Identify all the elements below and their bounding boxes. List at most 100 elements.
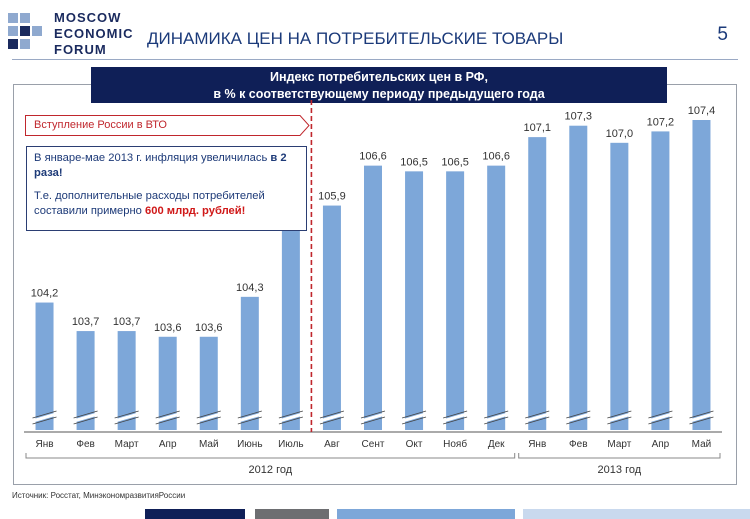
group-bracket-1	[518, 453, 721, 459]
value-label-12: 107,1	[523, 122, 551, 134]
axis-break-line-b-10	[443, 416, 468, 425]
category-label-14: Март	[607, 439, 631, 450]
axis-break-line-a-16	[689, 410, 714, 419]
axis-break-gap-14	[606, 412, 632, 423]
axis-break-line-b-12	[525, 416, 550, 425]
axis-break-line-a-2	[114, 410, 139, 419]
axis-break-line-a-0	[32, 410, 57, 419]
axis-break-gap-9	[401, 412, 427, 423]
axis-break-gap-15	[647, 412, 673, 423]
value-label-15: 107,2	[647, 116, 675, 128]
bar-14	[610, 142, 629, 430]
chart-title: Индекс потребительских цен в РФ, в % к с…	[91, 67, 667, 103]
group-bracket-0	[25, 453, 516, 459]
bar-7	[322, 205, 341, 430]
value-label-10: 106,5	[441, 156, 469, 168]
wto-marker-label: Вступление России в ВТО	[25, 115, 310, 136]
logo-line-1: MOSCOW	[54, 10, 122, 25]
header-divider	[12, 59, 738, 60]
category-label-4: Май	[199, 439, 219, 450]
info-line-1: В январе-мае 2013 г. инфляция увеличилас…	[34, 151, 299, 181]
source-note: Источник: Росстат, МинэкономразвитияРосс…	[12, 491, 186, 500]
chart-title-line-2: в % к соответствующему периоду предыдуще…	[213, 87, 545, 101]
axis-break-gap-5	[237, 412, 263, 423]
axis-break-gap-11	[483, 412, 509, 423]
logo: MOSCOW ECONOMIC FORUM	[8, 10, 148, 62]
axis-break-line-a-12	[525, 410, 550, 419]
category-label-11: Дек	[488, 439, 505, 450]
axis-break-gap-7	[319, 412, 345, 423]
axis-break-line-b-5	[237, 416, 262, 425]
axis-break-line-a-9	[401, 410, 427, 419]
info-line-2: Т.е. дополнительные расходы потребителей…	[34, 189, 299, 219]
axis-break-gap-0	[32, 412, 57, 423]
footer-bar-4	[523, 509, 750, 519]
bar-16	[692, 120, 711, 430]
axis-break-line-b-9	[401, 416, 427, 425]
bar-0	[35, 302, 54, 430]
bar-11	[487, 165, 506, 431]
axis-break-line-a-5	[237, 410, 262, 419]
wto-marker-text: Вступление России в ВТО	[34, 119, 167, 131]
axis-break-gap-4	[196, 412, 222, 423]
axis-break-line-a-3	[155, 410, 180, 419]
bar-9	[405, 171, 424, 430]
bar-8	[364, 165, 382, 431]
value-label-1: 103,7	[72, 316, 100, 328]
category-label-6: Июль	[278, 439, 304, 450]
axis-break-gap-1	[73, 412, 99, 423]
category-label-7: Авг	[324, 439, 340, 450]
category-label-15: Апр	[652, 439, 670, 450]
axis-break-line-a-15	[648, 410, 673, 419]
axis-break-gap-8	[360, 412, 386, 423]
axis-break-gap-6	[278, 412, 304, 423]
category-label-9: Окт	[406, 439, 423, 450]
axis-break-gap-13	[565, 412, 591, 423]
value-label-0: 104,2	[31, 288, 59, 300]
info-text-1: В январе-мае 2013 г. инфляция увеличилас…	[34, 152, 271, 164]
bar-2	[117, 331, 136, 430]
value-label-5: 104,3	[236, 282, 264, 294]
category-label-10: Нояб	[443, 438, 467, 450]
axis-break-line-b-8	[360, 416, 386, 425]
value-label-16: 107,4	[688, 105, 716, 117]
bar-6	[281, 222, 300, 430]
value-label-7: 105,9	[318, 191, 346, 203]
group-label-0: 2012 год	[249, 464, 293, 476]
axis-break-line-a-6	[278, 410, 303, 419]
value-label-2: 103,7	[113, 316, 141, 328]
axis-break-line-b-6	[278, 416, 303, 425]
page-title: ДИНАМИКА ЦЕН НА ПОТРЕБИТЕЛЬСКИЕ ТОВАРЫ	[147, 29, 564, 48]
category-label-0: Янв	[35, 439, 53, 450]
bar-4	[199, 336, 218, 430]
axis-break-line-a-7	[319, 410, 345, 419]
axis-break-line-a-13	[566, 410, 591, 419]
category-label-5: Июнь	[237, 439, 262, 450]
axis-break-line-a-14	[607, 410, 632, 419]
axis-break-line-b-0	[32, 416, 57, 425]
logo-line-2: ECONOMIC	[54, 26, 134, 41]
axis-break-line-b-11	[484, 416, 509, 425]
axis-break-line-a-10	[443, 410, 468, 419]
footer-bar-2	[255, 509, 329, 519]
category-label-8: Сент	[362, 439, 385, 450]
bar-15	[651, 131, 670, 430]
category-label-16: Май	[692, 439, 712, 450]
group-label-1: 2013 год	[598, 464, 642, 476]
axis-break-line-b-1	[73, 416, 98, 425]
chart-title-line-1: Индекс потребительских цен в РФ,	[270, 70, 488, 84]
category-label-3: Апр	[159, 439, 177, 450]
value-label-11: 106,6	[482, 151, 510, 163]
info-text-2: Т.е. дополнительные расходы потребителей…	[34, 190, 265, 217]
axis-break-gap-10	[442, 412, 468, 423]
axis-break-line-a-8	[360, 410, 386, 419]
axis-break-gap-12	[524, 412, 550, 423]
bar-1	[76, 331, 95, 430]
logo-text: MOSCOW ECONOMIC FORUM	[54, 10, 134, 58]
bar-3	[158, 336, 177, 430]
info-emphasis-2: 600 млрд. рублей!	[145, 205, 246, 217]
axis-break-line-b-13	[566, 416, 591, 425]
category-label-13: Фев	[569, 439, 587, 450]
footer-bar-1	[145, 509, 245, 519]
